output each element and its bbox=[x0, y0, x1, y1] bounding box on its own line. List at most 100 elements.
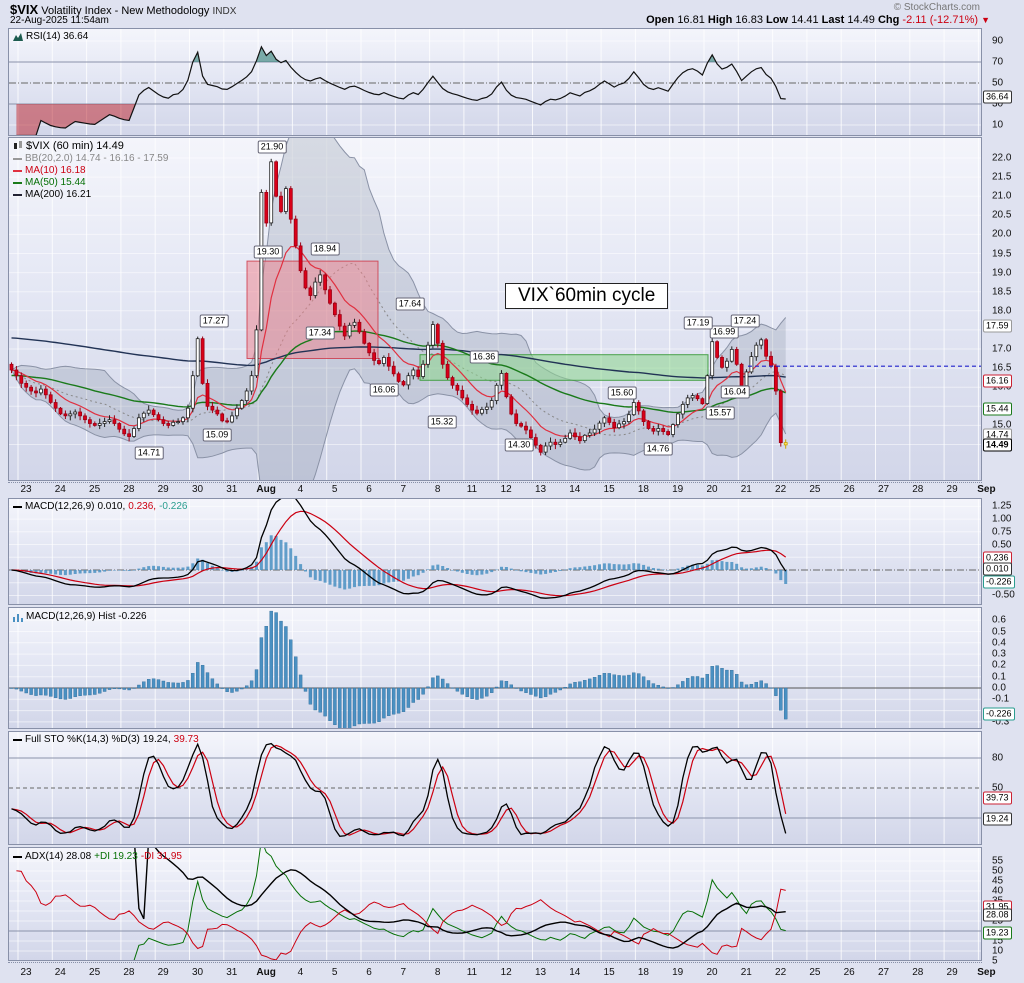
axis-tick-label: 30 bbox=[992, 98, 1004, 110]
chart-header-left: $VIX Volatility Index - New Methodology … bbox=[10, 2, 236, 17]
axis-tick-label: 5 bbox=[992, 955, 998, 967]
chg-label: Chg bbox=[877, 14, 900, 26]
price-annotation: 17.34 bbox=[305, 326, 335, 340]
date-label: 14 bbox=[569, 967, 581, 978]
date-label: 5 bbox=[331, 967, 338, 978]
price-annotation: 17.19 bbox=[683, 316, 713, 330]
macd-value-1: 0.010, bbox=[97, 501, 126, 512]
stochastics-panel bbox=[8, 731, 982, 845]
open-label: Open bbox=[646, 14, 675, 26]
last-label: Last bbox=[821, 14, 845, 26]
axis-tick-label: 21.0 bbox=[992, 190, 1012, 202]
axis-marker: 17.59 bbox=[983, 319, 1012, 333]
price-annotation: 17.24 bbox=[730, 314, 760, 328]
copyright: © StockCharts.com bbox=[893, 2, 980, 13]
axis-tick-label: 50 bbox=[992, 782, 1004, 794]
date-label: 8 bbox=[434, 967, 441, 978]
axis-tick-label: 1.00 bbox=[992, 513, 1012, 525]
price-legend-title: $VIX (60 min) 14.49 bbox=[13, 140, 124, 152]
axis-tick-label: 0.50 bbox=[992, 539, 1012, 551]
date-label: 11 bbox=[466, 484, 478, 495]
price-annotation: 17.27 bbox=[199, 314, 229, 328]
area-chart-icon bbox=[13, 32, 23, 41]
date-label: 19 bbox=[672, 484, 684, 495]
open-value: 16.81 bbox=[677, 14, 705, 26]
macd-panel bbox=[8, 498, 982, 605]
axis-tick-label: 18.5 bbox=[992, 286, 1012, 298]
axis-marker: 19.24 bbox=[983, 812, 1012, 826]
date-label: 29 bbox=[946, 967, 958, 978]
macd-swatch-icon bbox=[13, 505, 22, 508]
date-label: 15 bbox=[603, 484, 615, 495]
date-label: 12 bbox=[500, 967, 512, 978]
macd-value-3: -0.226 bbox=[159, 501, 188, 512]
price-annotation: 14.30 bbox=[504, 438, 534, 452]
axis-tick-label: 90 bbox=[992, 35, 1004, 47]
axis-tick-label: 0.2 bbox=[992, 659, 1006, 671]
axis-marker: 16.16 bbox=[983, 374, 1012, 388]
candlestick-icon bbox=[14, 141, 22, 149]
date-label: 29 bbox=[157, 967, 169, 978]
date-label: 25 bbox=[809, 484, 821, 495]
price-legend-title-text: $VIX (60 min) 14.49 bbox=[26, 140, 124, 152]
price-annotation: 18.94 bbox=[310, 242, 340, 256]
date-label: 24 bbox=[54, 484, 66, 495]
date-label: Sep bbox=[977, 484, 996, 495]
axis-tick-label: 40 bbox=[992, 885, 1004, 897]
date-label: Aug bbox=[256, 484, 276, 495]
date-label: 5 bbox=[331, 484, 338, 495]
sto-legend-name: Full STO %K(14,3) %D(3) bbox=[25, 734, 140, 745]
ma50-legend: MA(50) 15.44 bbox=[13, 177, 86, 188]
date-label: 18 bbox=[637, 967, 649, 978]
axis-tick-label: -0.1 bbox=[992, 693, 1010, 705]
macd-hist-panel bbox=[8, 607, 982, 729]
axis-marker: 0.236 bbox=[983, 551, 1012, 565]
date-label: 22 bbox=[775, 967, 787, 978]
date-label: 25 bbox=[809, 967, 821, 978]
date-label: 24 bbox=[54, 967, 66, 978]
axis-marker: 36.64 bbox=[983, 90, 1012, 104]
date-label: 4 bbox=[297, 967, 304, 978]
symbol: $VIX bbox=[10, 2, 39, 17]
minus-di-value: -DI 31.95 bbox=[140, 851, 182, 862]
ma200-swatch-icon bbox=[13, 193, 22, 196]
plus-di-value: +DI 19.23 bbox=[94, 851, 138, 862]
price-annotation: 15.09 bbox=[202, 428, 232, 442]
date-label: 11 bbox=[466, 967, 478, 978]
date-label: 13 bbox=[534, 967, 547, 978]
adx-legend-name: ADX(14) 28.08 bbox=[25, 851, 92, 862]
axis-tick-label: 70 bbox=[992, 56, 1004, 68]
adx-swatch-icon bbox=[13, 855, 22, 858]
date-axis-top: 23 24 25 28 29 30 31 Aug 4 5 6 7 8 11 12 13 14 15 18 19 20 21… bbox=[8, 482, 996, 498]
adx-legend: ADX(14) 28.08 +DI 19.23 -DI 31.95 bbox=[13, 851, 182, 862]
exchange: INDX bbox=[212, 6, 237, 17]
axis-tick-label: 0.6 bbox=[992, 614, 1006, 626]
sto-swatch-icon bbox=[13, 738, 22, 741]
low-label: Low bbox=[766, 14, 789, 26]
date-label: 4 bbox=[297, 484, 304, 495]
price-annotation: 15.32 bbox=[427, 415, 457, 429]
date-label: 12 bbox=[500, 484, 512, 495]
low-value: 14.41 bbox=[791, 14, 819, 26]
date-label: 14 bbox=[569, 484, 581, 495]
chg-dropdown-icon[interactable]: ▼ bbox=[981, 15, 990, 25]
chart-datetime: 22-Aug-2025 11:54am bbox=[10, 15, 109, 26]
last-value: 14.49 bbox=[847, 14, 875, 26]
date-label: 7 bbox=[400, 484, 407, 495]
axis-tick-label: 20.0 bbox=[992, 228, 1012, 240]
date-label: 30 bbox=[191, 967, 204, 978]
axis-marker: 14.49 bbox=[983, 438, 1012, 452]
date-label: 28 bbox=[912, 484, 924, 495]
date-label: 15 bbox=[603, 967, 615, 978]
date-label: 21 bbox=[740, 967, 752, 978]
date-label: 22 bbox=[775, 484, 787, 495]
date-label: 6 bbox=[366, 484, 372, 495]
date-label: 28 bbox=[123, 484, 135, 495]
price-annotation: 15.60 bbox=[607, 386, 637, 400]
axis-marker: 28.08 bbox=[983, 908, 1012, 922]
axis-marker: 19.23 bbox=[983, 926, 1012, 940]
ma10-legend-text: MA(10) 16.18 bbox=[25, 165, 86, 176]
macd-legend-name: MACD(12,26,9) bbox=[25, 501, 95, 512]
price-annotation: 14.71 bbox=[134, 446, 164, 460]
